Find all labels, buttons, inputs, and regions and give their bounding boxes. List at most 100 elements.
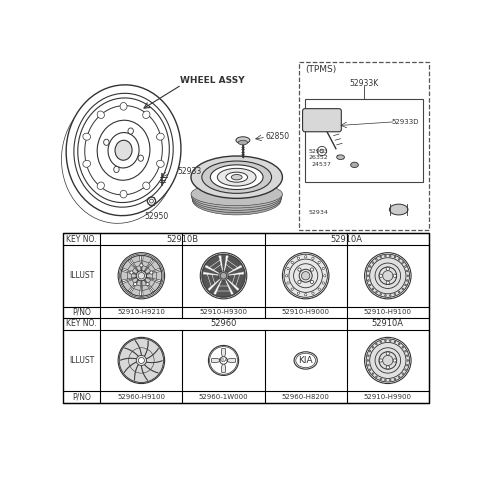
Circle shape — [402, 288, 404, 290]
Ellipse shape — [138, 155, 144, 161]
Polygon shape — [144, 341, 148, 357]
Circle shape — [287, 282, 289, 284]
Ellipse shape — [143, 182, 150, 189]
Circle shape — [376, 291, 377, 293]
Polygon shape — [144, 259, 155, 272]
Text: 26352: 26352 — [309, 155, 328, 161]
Polygon shape — [128, 280, 139, 293]
Text: 52960: 52960 — [210, 320, 237, 328]
Ellipse shape — [97, 182, 104, 189]
Text: 52960-1W000: 52960-1W000 — [199, 394, 248, 400]
Polygon shape — [124, 348, 139, 357]
Circle shape — [380, 256, 382, 258]
Circle shape — [407, 360, 408, 361]
Circle shape — [369, 284, 371, 286]
Circle shape — [324, 275, 326, 277]
Polygon shape — [140, 256, 143, 271]
Circle shape — [367, 275, 369, 277]
Circle shape — [369, 350, 371, 352]
Ellipse shape — [296, 353, 315, 368]
Ellipse shape — [83, 133, 91, 140]
Polygon shape — [144, 280, 155, 293]
Circle shape — [202, 254, 245, 297]
Ellipse shape — [104, 139, 109, 146]
Circle shape — [312, 257, 314, 259]
Circle shape — [304, 294, 307, 296]
Text: 52933: 52933 — [177, 167, 202, 176]
Ellipse shape — [192, 185, 281, 213]
Circle shape — [133, 282, 137, 286]
Ellipse shape — [115, 140, 132, 160]
Circle shape — [220, 357, 228, 364]
Polygon shape — [120, 358, 137, 361]
Text: 52910-H9100: 52910-H9100 — [364, 309, 412, 315]
Circle shape — [297, 257, 300, 259]
Polygon shape — [134, 364, 139, 380]
Ellipse shape — [83, 161, 91, 167]
Circle shape — [369, 266, 371, 268]
Ellipse shape — [294, 352, 317, 369]
Polygon shape — [225, 359, 236, 362]
Text: P/NO: P/NO — [72, 392, 91, 402]
Ellipse shape — [114, 166, 119, 173]
Polygon shape — [226, 280, 233, 295]
Circle shape — [301, 271, 310, 280]
Text: 52953: 52953 — [309, 148, 328, 153]
Circle shape — [218, 271, 228, 281]
Circle shape — [136, 355, 146, 365]
Text: 52960-H9100: 52960-H9100 — [118, 394, 166, 400]
Ellipse shape — [192, 184, 282, 210]
Circle shape — [298, 281, 301, 283]
Polygon shape — [212, 359, 222, 362]
Circle shape — [379, 359, 383, 362]
Polygon shape — [214, 280, 221, 295]
Circle shape — [368, 364, 369, 366]
Circle shape — [405, 369, 407, 371]
Circle shape — [372, 373, 373, 375]
Polygon shape — [140, 281, 143, 295]
Polygon shape — [219, 255, 223, 271]
Text: 24537: 24537 — [312, 162, 332, 167]
Ellipse shape — [238, 140, 248, 145]
Polygon shape — [205, 265, 219, 273]
Circle shape — [389, 255, 391, 257]
Circle shape — [389, 340, 391, 342]
Text: 52950: 52950 — [144, 212, 168, 221]
Ellipse shape — [191, 156, 282, 199]
Ellipse shape — [389, 204, 408, 215]
Polygon shape — [122, 277, 137, 283]
Text: KEY NO.: KEY NO. — [66, 320, 97, 328]
Ellipse shape — [236, 137, 250, 144]
Text: 52933D: 52933D — [391, 119, 419, 125]
Circle shape — [405, 350, 407, 352]
Text: P/NO: P/NO — [72, 308, 91, 317]
Ellipse shape — [78, 98, 169, 202]
Circle shape — [297, 292, 300, 295]
Text: 52910A: 52910A — [372, 320, 404, 328]
Polygon shape — [221, 348, 226, 359]
Circle shape — [138, 358, 144, 363]
Circle shape — [407, 355, 408, 357]
Polygon shape — [203, 272, 218, 275]
Ellipse shape — [128, 128, 133, 134]
Circle shape — [291, 261, 293, 264]
Ellipse shape — [66, 85, 181, 215]
Circle shape — [389, 295, 391, 296]
Circle shape — [407, 280, 408, 281]
Circle shape — [407, 364, 408, 366]
Circle shape — [402, 262, 404, 263]
Ellipse shape — [202, 161, 272, 193]
Ellipse shape — [143, 111, 150, 119]
Ellipse shape — [108, 133, 139, 168]
Circle shape — [386, 352, 389, 355]
Circle shape — [380, 378, 382, 380]
Ellipse shape — [97, 111, 104, 119]
Circle shape — [287, 268, 289, 269]
Circle shape — [398, 258, 400, 260]
Text: 52910B: 52910B — [167, 235, 199, 244]
Text: 62850: 62850 — [266, 132, 290, 141]
FancyBboxPatch shape — [302, 108, 341, 132]
Circle shape — [291, 288, 293, 290]
Circle shape — [384, 295, 386, 296]
Circle shape — [367, 360, 369, 361]
